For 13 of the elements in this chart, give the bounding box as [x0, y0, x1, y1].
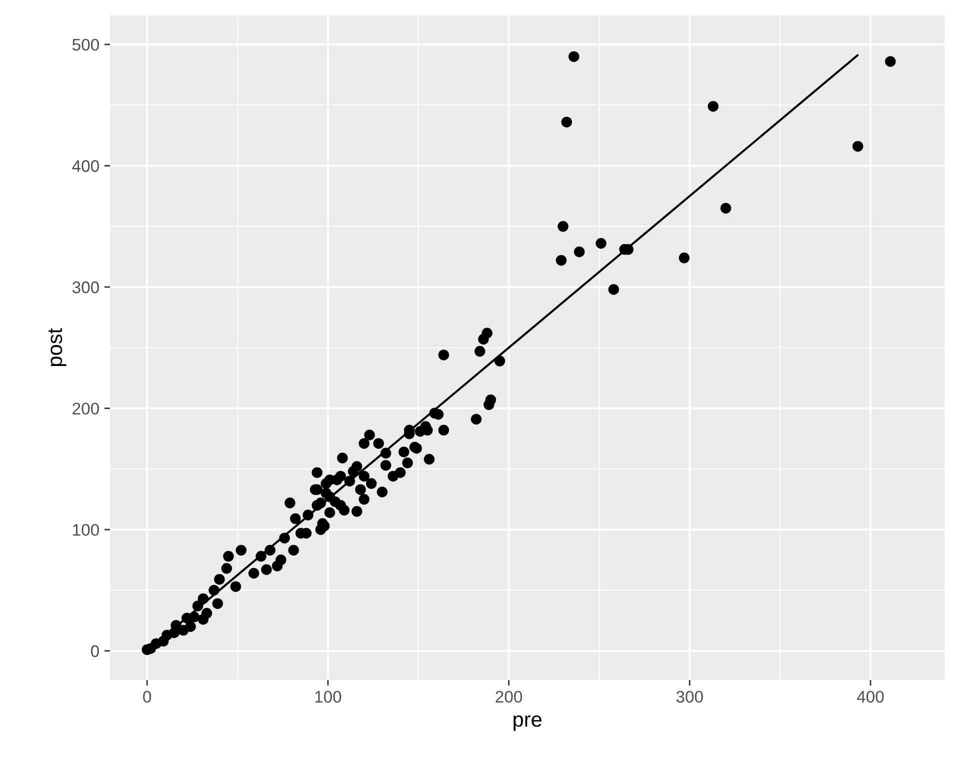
y-tick-label: 500	[72, 38, 99, 51]
y-tick-label: 0	[90, 645, 99, 658]
y-axis-title: post	[48, 328, 66, 366]
x-tick-label: 300	[676, 690, 703, 703]
y-tick-label: 400	[72, 160, 99, 172]
y-tick-label: 300	[72, 281, 99, 294]
x-tick-label: 100	[315, 690, 342, 703]
x-tick-label: 0	[143, 690, 152, 703]
x-tick-label: 200	[496, 690, 522, 703]
x-axis-title: pre	[514, 715, 542, 731]
y-tick-label: 100	[73, 524, 99, 536]
y-tick-label: 200	[72, 402, 99, 415]
x-tick-label: 400	[856, 690, 884, 703]
